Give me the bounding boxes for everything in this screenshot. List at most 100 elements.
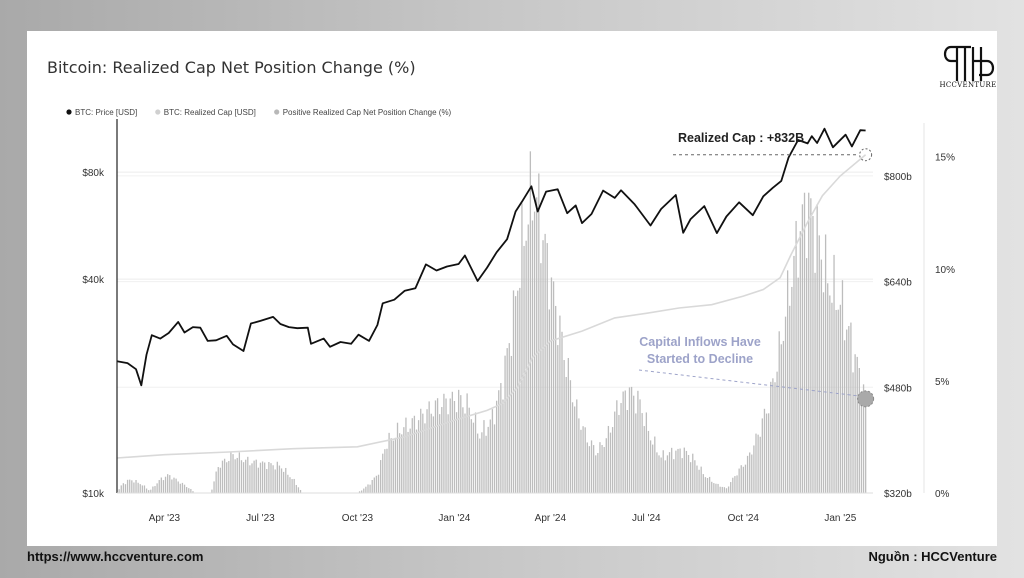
price-tick-label: $10k — [82, 489, 105, 500]
price-tick-label: $40k — [82, 275, 105, 286]
net-change-bar — [563, 360, 565, 493]
net-change-bar — [759, 436, 761, 493]
footer-url-link[interactable]: https://www.hccventure.com — [27, 549, 204, 564]
net-change-bar — [860, 401, 863, 493]
net-change-bar — [647, 430, 650, 493]
realized-cap-target-circle — [859, 148, 873, 162]
net-change-bar — [219, 467, 222, 493]
net-change-bar — [848, 326, 850, 493]
legend: BTC: Price [USD] BTC: Realized Cap [USD] P… — [66, 108, 452, 117]
net-change-bar — [569, 380, 572, 493]
net-change-bar — [700, 466, 702, 493]
net-change-bar — [599, 442, 601, 493]
net-change-bar — [221, 460, 224, 493]
net-change-bar — [358, 491, 361, 493]
net-change-bar — [434, 400, 437, 493]
net-change-bar — [706, 478, 709, 493]
pct-tick-label: 15% — [935, 153, 955, 164]
net-change-bar — [622, 391, 624, 493]
net-change-bar — [137, 482, 139, 493]
net-change-bar — [829, 295, 831, 493]
net-change-bar — [856, 356, 858, 493]
net-change-bar — [249, 465, 251, 493]
net-change-bar — [192, 491, 194, 493]
net-change-bar — [835, 309, 837, 493]
net-change-bar — [361, 490, 363, 493]
net-change-bar — [215, 471, 217, 493]
net-change-bar — [126, 479, 129, 493]
net-change-bar — [120, 485, 122, 493]
net-change-bar — [386, 448, 388, 493]
net-change-bar — [795, 220, 797, 493]
net-change-bar — [517, 290, 519, 493]
net-change-bar — [675, 450, 677, 493]
net-change-bar — [818, 235, 820, 494]
net-change-bar — [576, 399, 578, 493]
net-change-bar — [740, 465, 742, 493]
net-change-bar — [240, 460, 243, 493]
net-change-bar — [213, 481, 215, 493]
net-change-bar — [464, 413, 466, 493]
hccventure-logo — [943, 45, 995, 81]
net-change-bar — [491, 409, 494, 493]
x-tick-label: Jul '23 — [246, 513, 275, 524]
net-change-bar — [664, 460, 666, 493]
net-change-bar — [780, 344, 782, 493]
net-change-bar — [805, 258, 808, 493]
net-change-bar — [472, 422, 475, 493]
annotations: Realized Cap : +832B Capital Inflows Have… — [638, 131, 875, 408]
net-change-bar — [571, 402, 574, 493]
net-change-bar — [605, 438, 607, 493]
net-change-bar — [696, 465, 698, 493]
net-change-bar — [436, 398, 439, 493]
net-change-bar — [409, 428, 411, 493]
net-change-bar — [820, 259, 823, 493]
net-change-bar — [487, 426, 489, 493]
net-change-bar — [424, 423, 426, 493]
net-change-bar — [135, 480, 137, 493]
net-change-bar — [287, 474, 289, 493]
net-change-bar — [559, 315, 561, 493]
net-change-bar — [371, 480, 373, 493]
price-line — [116, 127, 866, 387]
net-change-bar — [443, 393, 445, 493]
net-change-bar — [392, 440, 394, 493]
net-change-bar — [398, 433, 401, 493]
net-change-bar — [411, 418, 413, 493]
net-change-bar — [367, 484, 369, 493]
net-change-bar — [226, 462, 228, 493]
net-change-bar — [662, 450, 664, 493]
net-change-bar — [732, 477, 734, 493]
net-change-bar — [369, 484, 371, 493]
net-change-bar — [694, 460, 696, 493]
net-change-bar — [649, 440, 652, 493]
net-change-bar — [588, 446, 591, 493]
price-tick-label: $80k — [82, 168, 105, 179]
net-change-bar — [643, 426, 645, 493]
net-change-bar — [692, 453, 694, 493]
net-change-bar — [772, 378, 774, 493]
net-change-bar — [708, 476, 711, 493]
net-change-bar — [725, 488, 728, 493]
net-change-bar — [814, 272, 816, 493]
net-change-bar — [586, 442, 588, 493]
net-change-bar — [654, 436, 656, 493]
net-change-bar — [799, 231, 801, 493]
net-change-bar — [578, 418, 580, 493]
net-change-bar — [635, 413, 637, 493]
net-change-bar — [544, 233, 546, 493]
net-change-bar — [611, 427, 614, 493]
net-change-bar — [789, 305, 791, 493]
net-change-bar — [183, 484, 186, 493]
inflow-leader-line — [638, 369, 858, 397]
net-change-bar — [264, 462, 266, 493]
net-change-bar — [601, 445, 603, 493]
net-change-bar — [458, 389, 460, 493]
axes: $10k $40k $80k $320b $480b $640b $800b 0% 5% 10% 1… — [82, 119, 955, 524]
net-change-bar — [156, 483, 158, 493]
net-change-bar — [285, 467, 287, 493]
net-change-bar — [382, 453, 384, 493]
realized-cap-line — [116, 154, 867, 459]
net-change-bar — [504, 355, 506, 493]
net-change-bar — [717, 483, 719, 493]
